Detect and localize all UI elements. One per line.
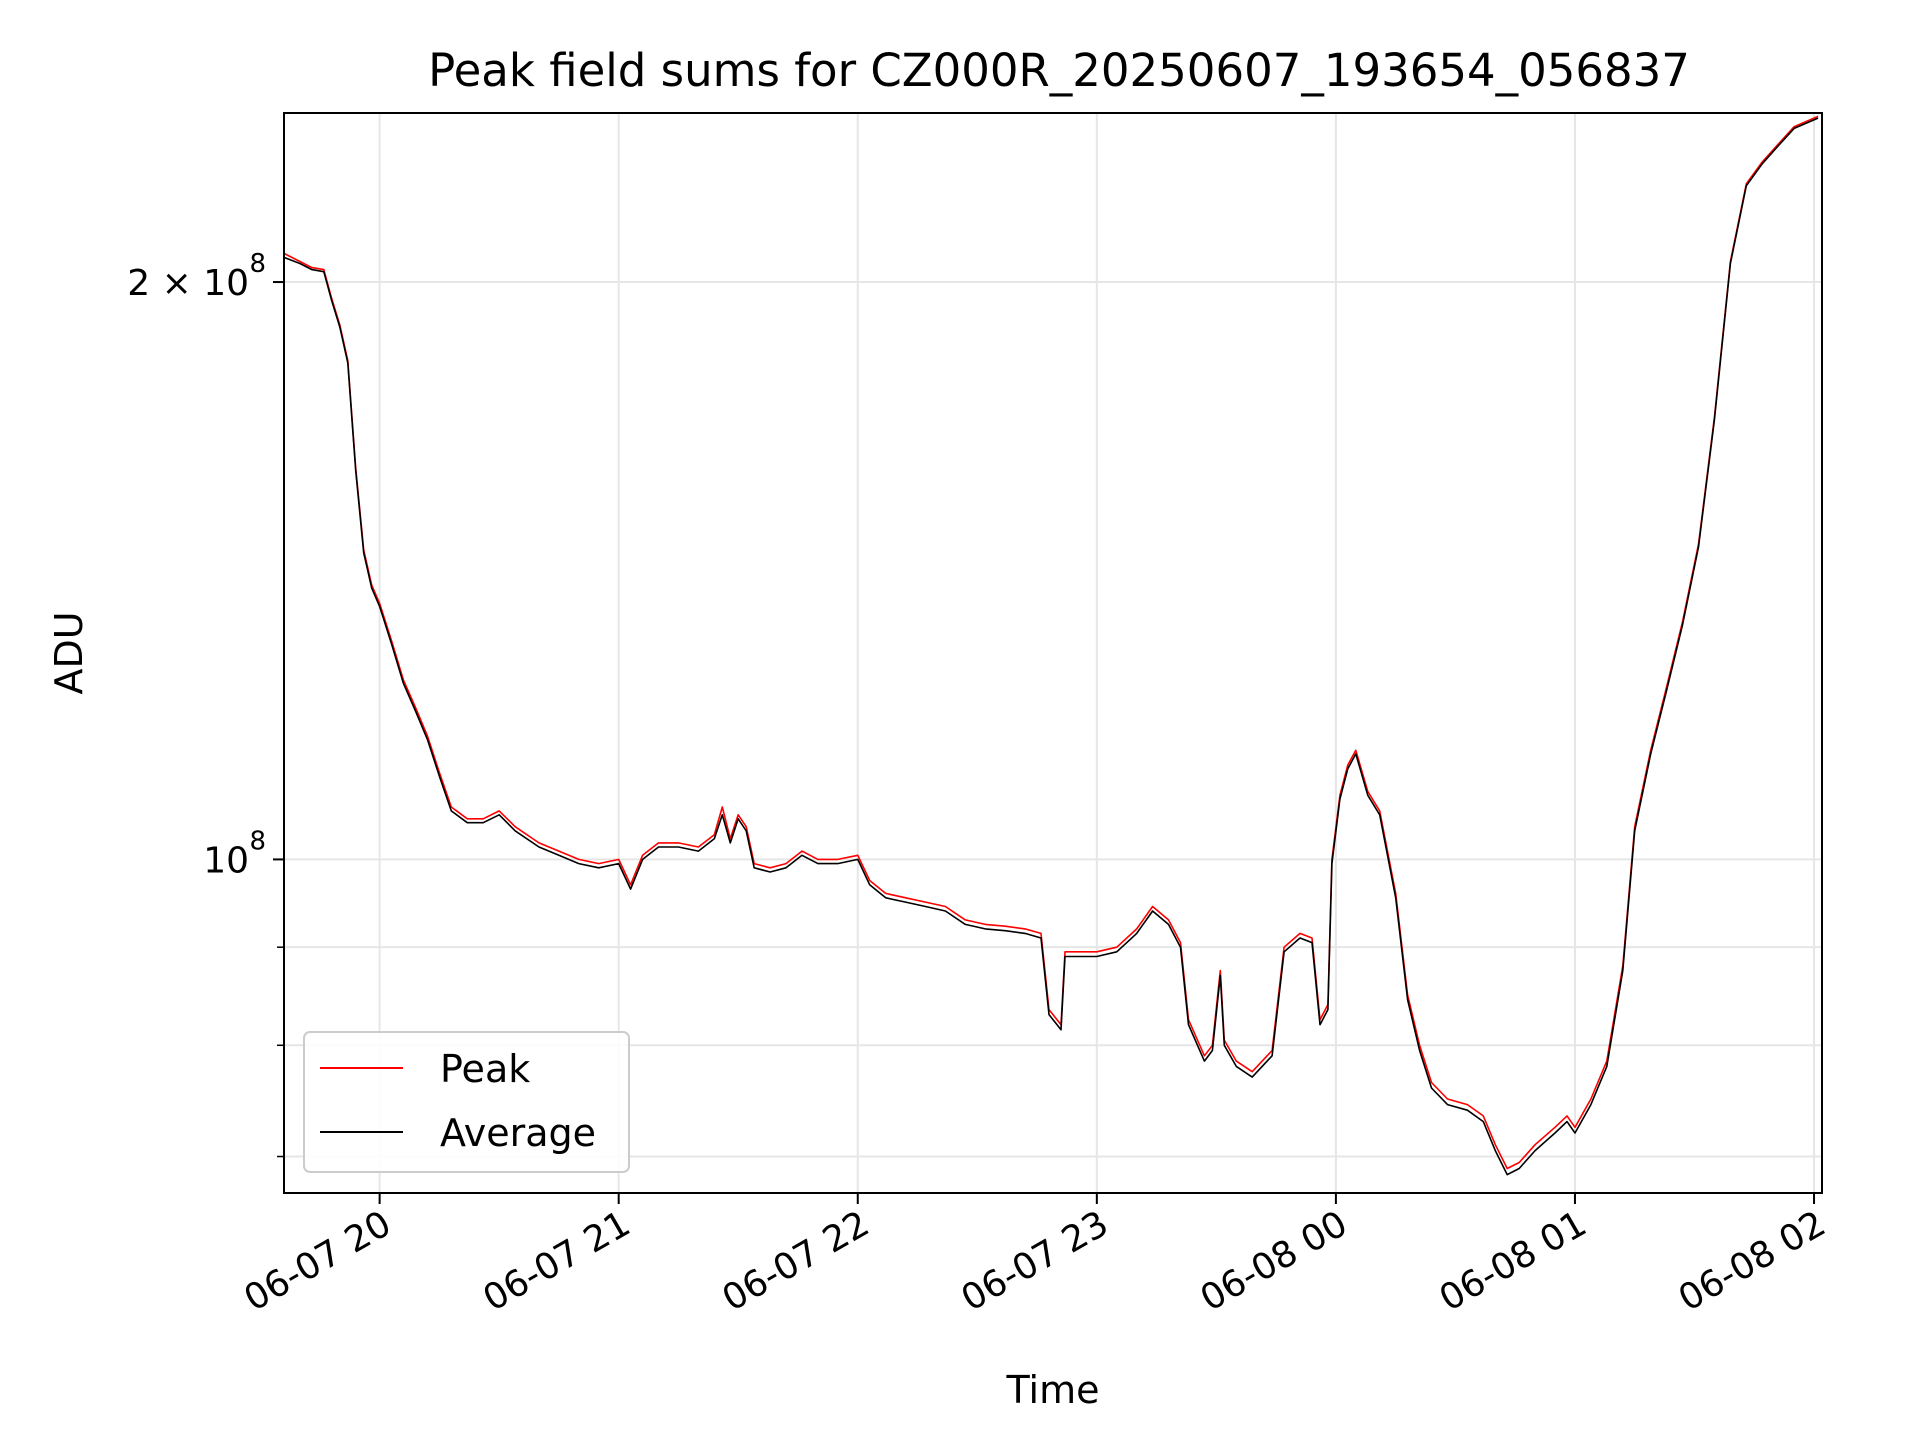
series-line-peak: [283, 115, 1819, 1170]
x-axis-label: Time: [1006, 1368, 1100, 1412]
y-tick-label: 810: [203, 826, 266, 881]
plot-frame: [283, 112, 1823, 1194]
chart-title: Peak field sums for CZ000R_20250607_1936…: [428, 44, 1690, 97]
y-tick-label-base: 2 × 10: [127, 263, 249, 304]
y-tick-label-base: 10: [203, 840, 249, 881]
y-tick-label-exponent: 8: [249, 249, 266, 279]
series-group: [283, 115, 1819, 1176]
y-tick-label-exponent: 8: [249, 826, 266, 856]
legend-label-peak: Peak: [440, 1047, 530, 1091]
legend-label-average: Average: [440, 1111, 596, 1155]
y-tick-label: 82 × 10: [127, 249, 266, 304]
y-axis-label: ADU: [47, 611, 91, 694]
series-line-average: [283, 117, 1819, 1176]
legend: Peak Average: [303, 1031, 630, 1173]
